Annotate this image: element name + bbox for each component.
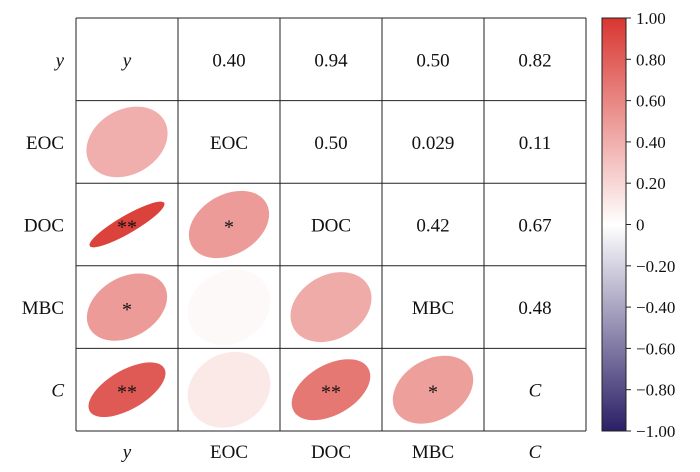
row-label-MBC: MBC	[22, 298, 64, 319]
colorbar-tick-label: −0.60	[636, 339, 675, 358]
sig-mark-DOC-y: **	[117, 217, 137, 239]
diagonal-label-y: y	[121, 50, 132, 71]
ellipse-DOC-y	[89, 201, 165, 248]
value-y-DOC: 0.94	[314, 50, 348, 71]
colorbar-tick-label: 0.60	[636, 92, 666, 111]
diagonal-label-MBC: MBC	[412, 298, 454, 319]
colorbar-tick-label: −0.40	[636, 298, 675, 317]
row-label-C: C	[51, 381, 64, 402]
value-EOC-MBC: 0.029	[412, 133, 455, 154]
colorbar-tick-label: 0	[636, 216, 645, 235]
sig-mark-MBC-y: *	[122, 299, 132, 321]
col-label-y: y	[121, 442, 132, 463]
colorbar	[601, 17, 627, 432]
value-EOC-DOC: 0.50	[314, 133, 347, 154]
ellipse-EOC-y	[86, 106, 168, 178]
ellipse-MBC-EOC	[187, 269, 271, 345]
colorbar-tick-label: −1.00	[636, 422, 675, 441]
value-DOC-MBC: 0.42	[416, 216, 449, 237]
diagonal-label-DOC: DOC	[311, 216, 351, 237]
sig-mark-C-y: **	[117, 382, 137, 404]
value-DOC-C: 0.67	[518, 216, 551, 237]
ellipse-C-y	[88, 362, 166, 418]
ellipse-MBC-DOC	[290, 272, 372, 343]
value-EOC-C: 0.11	[519, 133, 552, 154]
col-label-EOC: EOC	[210, 442, 248, 463]
value-y-EOC: 0.40	[212, 50, 245, 71]
value-y-MBC: 0.50	[416, 50, 449, 71]
row-label-DOC: DOC	[24, 216, 64, 237]
sig-mark-C-MBC: *	[428, 382, 438, 404]
ellipse-C-DOC	[291, 359, 371, 421]
ellipse-DOC-EOC	[188, 190, 270, 259]
ellipse-MBC-y	[86, 273, 168, 341]
ellipse-C-EOC	[187, 351, 271, 428]
diagonal-label-C: C	[529, 381, 542, 402]
row-label-EOC: EOC	[26, 133, 64, 154]
value-y-C: 0.82	[518, 50, 551, 71]
ellipse-C-MBC	[392, 355, 474, 424]
col-label-MBC: MBC	[412, 442, 454, 463]
row-label-y: y	[54, 50, 65, 71]
diagonal-label-EOC: EOC	[210, 133, 248, 154]
colorbar-tick-label: 0.20	[636, 174, 666, 193]
colorbar-tick-label: −0.20	[636, 257, 675, 276]
colorbar-tick-label: 0.40	[636, 133, 666, 152]
value-MBC-C: 0.48	[518, 298, 551, 319]
col-label-C: C	[529, 442, 542, 463]
colorbar-tick-label: 1.00	[636, 9, 666, 28]
colorbar-tick-label: −0.80	[636, 381, 675, 400]
col-label-DOC: DOC	[311, 442, 351, 463]
sig-mark-C-DOC: **	[321, 382, 341, 404]
colorbar-tick-label: 0.80	[636, 50, 666, 69]
sig-mark-DOC-EOC: *	[224, 217, 234, 239]
